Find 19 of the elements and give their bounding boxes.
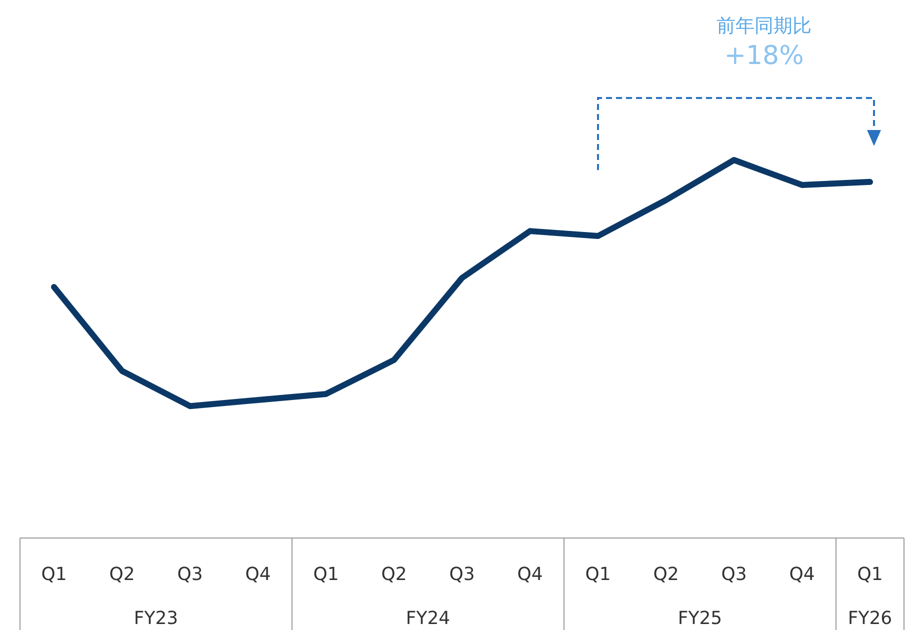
x-tick-label: Q4 — [245, 564, 271, 585]
x-tick-label: Q4 — [789, 564, 815, 585]
x-tick-label: Q2 — [381, 564, 407, 585]
x-tick-label: Q3 — [721, 564, 747, 585]
text: 前年同期比 — [716, 15, 812, 37]
text: FY26 — [848, 608, 892, 629]
x-tick-label: Q4 — [517, 564, 543, 585]
text: +18% — [724, 41, 804, 71]
x-tick-label: Q3 — [177, 564, 203, 585]
text: FY25 — [678, 608, 722, 629]
x-tick-label: Q3 — [449, 564, 475, 585]
x-tick-label: Q2 — [109, 564, 135, 585]
x-tick-label: Q1 — [41, 564, 67, 585]
text: FY23 — [134, 608, 178, 629]
x-tick-label: Q2 — [653, 564, 679, 585]
text: FY24 — [406, 608, 450, 629]
x-tick-label: Q1 — [857, 564, 883, 585]
x-tick-label: Q1 — [313, 564, 339, 585]
x-tick-label: Q1 — [585, 564, 611, 585]
